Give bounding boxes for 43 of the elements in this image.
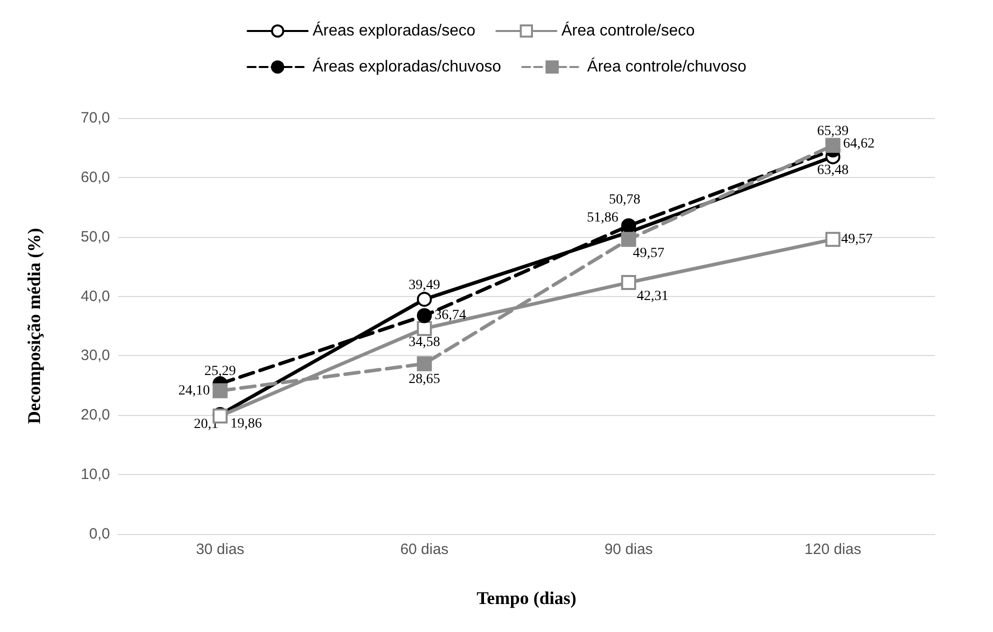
y-axis-title: Decomposição média (%) — [24, 228, 44, 424]
point — [825, 232, 840, 247]
point — [416, 356, 432, 372]
data-label: 39,49 — [408, 278, 440, 293]
y-tick-label: 50,0 — [80, 228, 110, 246]
data-label: 24,10 — [178, 383, 210, 398]
point — [416, 292, 432, 307]
y-tick-label: 30,0 — [80, 347, 110, 364]
data-label: 51,86 — [586, 210, 618, 226]
x-tick-label: 120 dias — [804, 541, 862, 558]
point — [621, 275, 636, 290]
x-axis-title: Tempo (dias) — [476, 588, 576, 608]
y-tick-label: 10,0 — [80, 466, 110, 484]
y-tick-label: 60,0 — [80, 168, 110, 186]
x-tick-label: 60 dias — [400, 541, 449, 558]
point — [212, 383, 228, 398]
legend-label: Área controle/chuvoso — [587, 58, 746, 76]
y-tick-label: 70,0 — [80, 110, 110, 126]
data-label: 63,48 — [817, 163, 849, 178]
data-label: 19,86 — [230, 416, 262, 432]
y-tick-label: 0,0 — [89, 526, 110, 542]
data-label: 49,57 — [841, 232, 873, 247]
data-label: 49,57 — [632, 246, 664, 261]
point — [621, 218, 636, 234]
point — [825, 138, 840, 153]
point — [621, 232, 636, 247]
data-label: 34,58 — [408, 334, 440, 350]
data-label: 25,29 — [204, 364, 236, 380]
data-label: 42,31 — [636, 289, 668, 304]
x-tick-label: 30 dias — [196, 541, 244, 558]
y-tick-label: 20,0 — [80, 406, 110, 424]
legend-label: Áreas exploradas/chuvoso — [312, 58, 502, 76]
legend-label: Áreas exploradas/seco — [312, 22, 476, 40]
legend-label: Área controle/seco — [561, 22, 695, 40]
data-label: 36,74 — [434, 308, 466, 324]
x-tick-label: 90 dias — [604, 541, 653, 558]
point — [416, 320, 432, 336]
data-label: 28,65 — [408, 372, 440, 388]
y-tick-label: 40,0 — [80, 288, 110, 305]
point — [416, 308, 432, 324]
data-label: 50,78 — [608, 192, 640, 208]
data-label: 65,39 — [817, 124, 849, 139]
data-label: 64,62 — [843, 136, 875, 152]
